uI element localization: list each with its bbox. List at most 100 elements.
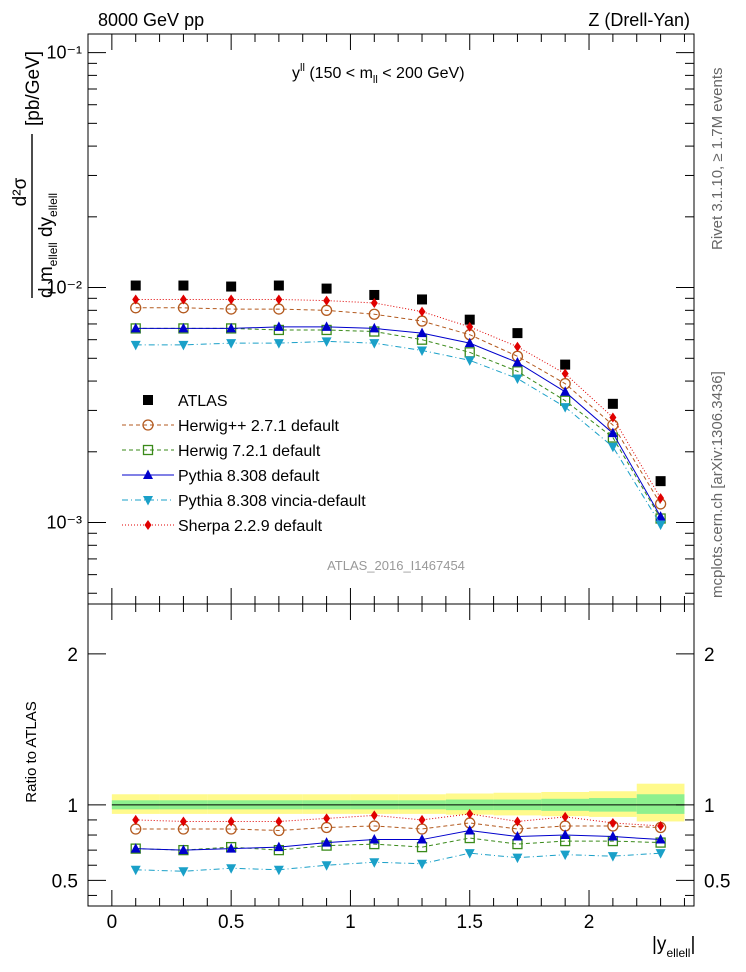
ratio-point-vincia — [369, 858, 380, 868]
point-pythia — [655, 511, 666, 521]
ratio-ytick-label-left: 2 — [67, 645, 78, 666]
point-pythia — [512, 356, 523, 367]
point-sherpa — [227, 294, 235, 305]
point-sherpa — [179, 294, 187, 305]
legend-label-sherpa: Sherpa 2.2.9 default — [178, 518, 323, 535]
point-atlas — [512, 328, 523, 339]
xlabel-sub: ellell — [666, 946, 690, 960]
main-panel: 10⁻³ 10⁻² 10⁻¹ — [46, 33, 695, 605]
point-sherpa — [132, 294, 140, 305]
point-sherpa — [466, 321, 474, 332]
ratio-point-vincia — [417, 859, 428, 870]
ratio-point-sherpa — [227, 816, 235, 827]
ratio-series-vincia — [130, 849, 666, 877]
annotation-rest2: < 200 GeV) — [378, 65, 465, 82]
ratio-xtick-label: 0.5 — [218, 912, 244, 933]
legend-marker-atlas — [143, 395, 153, 405]
point-vincia — [178, 340, 189, 351]
ratio-ytick-label-right: 2 — [704, 645, 715, 666]
kinematic-annotation: yll (150 < mll < 200 GeV) — [292, 62, 465, 86]
ylabel-unit: [pb/GeV] — [23, 51, 44, 126]
ratio-point-pythia — [512, 831, 523, 841]
ylabel-numerator: d²σ — [10, 177, 31, 206]
ratio-point-sherpa — [323, 813, 331, 824]
ratio-frame — [87, 603, 695, 907]
point-vincia — [130, 340, 141, 351]
legend-entry-herwigpp: Herwig++ 2.7.1 default — [122, 418, 340, 435]
legend-label-herwigpp: Herwig++ 2.7.1 default — [178, 418, 340, 435]
point-pythia — [464, 337, 475, 348]
series-atlas — [130, 280, 666, 487]
header-left: 8000 GeV pp — [98, 10, 204, 30]
legend-label-herwig7: Herwig 7.2.1 default — [178, 443, 321, 460]
ratio-series-herwig7 — [130, 832, 666, 856]
ratio-point-vincia — [655, 849, 666, 859]
ratio-point-pythia — [464, 825, 475, 835]
legend-marker-pythia — [143, 469, 153, 479]
point-pythia — [607, 427, 618, 438]
ratio-xtick-label: 2 — [584, 912, 595, 933]
ratio-ytick-label-right: 1 — [704, 796, 715, 817]
point-atlas — [130, 280, 141, 291]
ratio-point-vincia — [607, 852, 618, 862]
annotation-rest1: (150 < m — [305, 65, 373, 82]
ratio-series-sherpa — [132, 808, 665, 831]
mcplots-label: mcplots.cern.ch [arXiv:1306.3436] — [709, 371, 726, 598]
series-line-pythia — [135, 326, 662, 517]
point-sherpa — [657, 493, 665, 504]
series-line-herwigpp — [135, 307, 662, 505]
legend-entry-vincia: Pythia 8.308 vincia-default — [122, 493, 366, 510]
ratio-point-sherpa — [466, 808, 474, 819]
point-sherpa — [561, 368, 569, 379]
xlabel: |yellell| — [652, 934, 695, 960]
point-atlas — [321, 283, 332, 294]
point-pythia — [130, 322, 141, 333]
ratio-point-sherpa — [370, 810, 378, 821]
ratio-point-vincia — [226, 864, 237, 874]
ratio-point-vincia — [560, 850, 571, 861]
legend-marker-sherpa — [144, 520, 152, 530]
point-vincia — [369, 339, 380, 349]
point-sherpa — [370, 297, 378, 308]
ratio-xtick-label: 1.5 — [457, 912, 483, 933]
point-pythia — [178, 322, 189, 333]
ratio-point-pythia — [560, 829, 571, 840]
series-line-vincia — [135, 340, 662, 525]
point-vincia — [655, 520, 666, 531]
ratio-point-sherpa — [179, 816, 187, 827]
point-sherpa — [609, 412, 617, 423]
point-pythia — [369, 322, 380, 333]
point-atlas — [417, 294, 428, 305]
ratio-point-pythia — [655, 834, 666, 844]
point-atlas — [655, 476, 666, 487]
main-ytick-label: 10⁻² — [46, 278, 82, 298]
point-vincia — [417, 346, 428, 356]
ratio-point-pythia — [226, 843, 237, 853]
ratio-point-pythia — [273, 841, 284, 852]
ratio-xtick-label: 0 — [107, 912, 118, 933]
point-pythia — [560, 386, 571, 396]
ratio-ytick-label-right: 0.5 — [704, 871, 730, 892]
main-ylabel: d²σ d mellell dyellell [pb/GeV] — [10, 51, 60, 298]
legend-marker-herwigpp — [142, 419, 154, 431]
legend-entry-atlas: ATLAS — [143, 393, 228, 410]
point-atlas — [464, 314, 475, 325]
legend-entry-pythia: Pythia 8.308 default — [122, 468, 320, 485]
point-pythia — [417, 327, 428, 338]
ratio-ytick-label-left: 0.5 — [52, 871, 78, 892]
legend-label-vincia: Pythia 8.308 vincia-default — [178, 493, 366, 510]
point-sherpa — [418, 306, 426, 317]
header-right: Z (Drell-Yan) — [588, 10, 690, 30]
ratio-line-herwigpp — [135, 822, 661, 832]
ratio-point-vincia — [512, 853, 523, 864]
ratio-point-sherpa — [609, 817, 617, 828]
ratio-xtick-label: 1 — [345, 912, 356, 933]
point-sherpa — [323, 295, 331, 306]
ratio-point-vincia — [178, 867, 189, 877]
annotation-y: y — [292, 65, 300, 82]
xlabel-main: |y — [652, 934, 667, 955]
point-vincia — [512, 374, 523, 385]
ratio-series-herwigpp — [130, 817, 667, 837]
legend-entry-herwig7: Herwig 7.2.1 default — [122, 443, 321, 460]
